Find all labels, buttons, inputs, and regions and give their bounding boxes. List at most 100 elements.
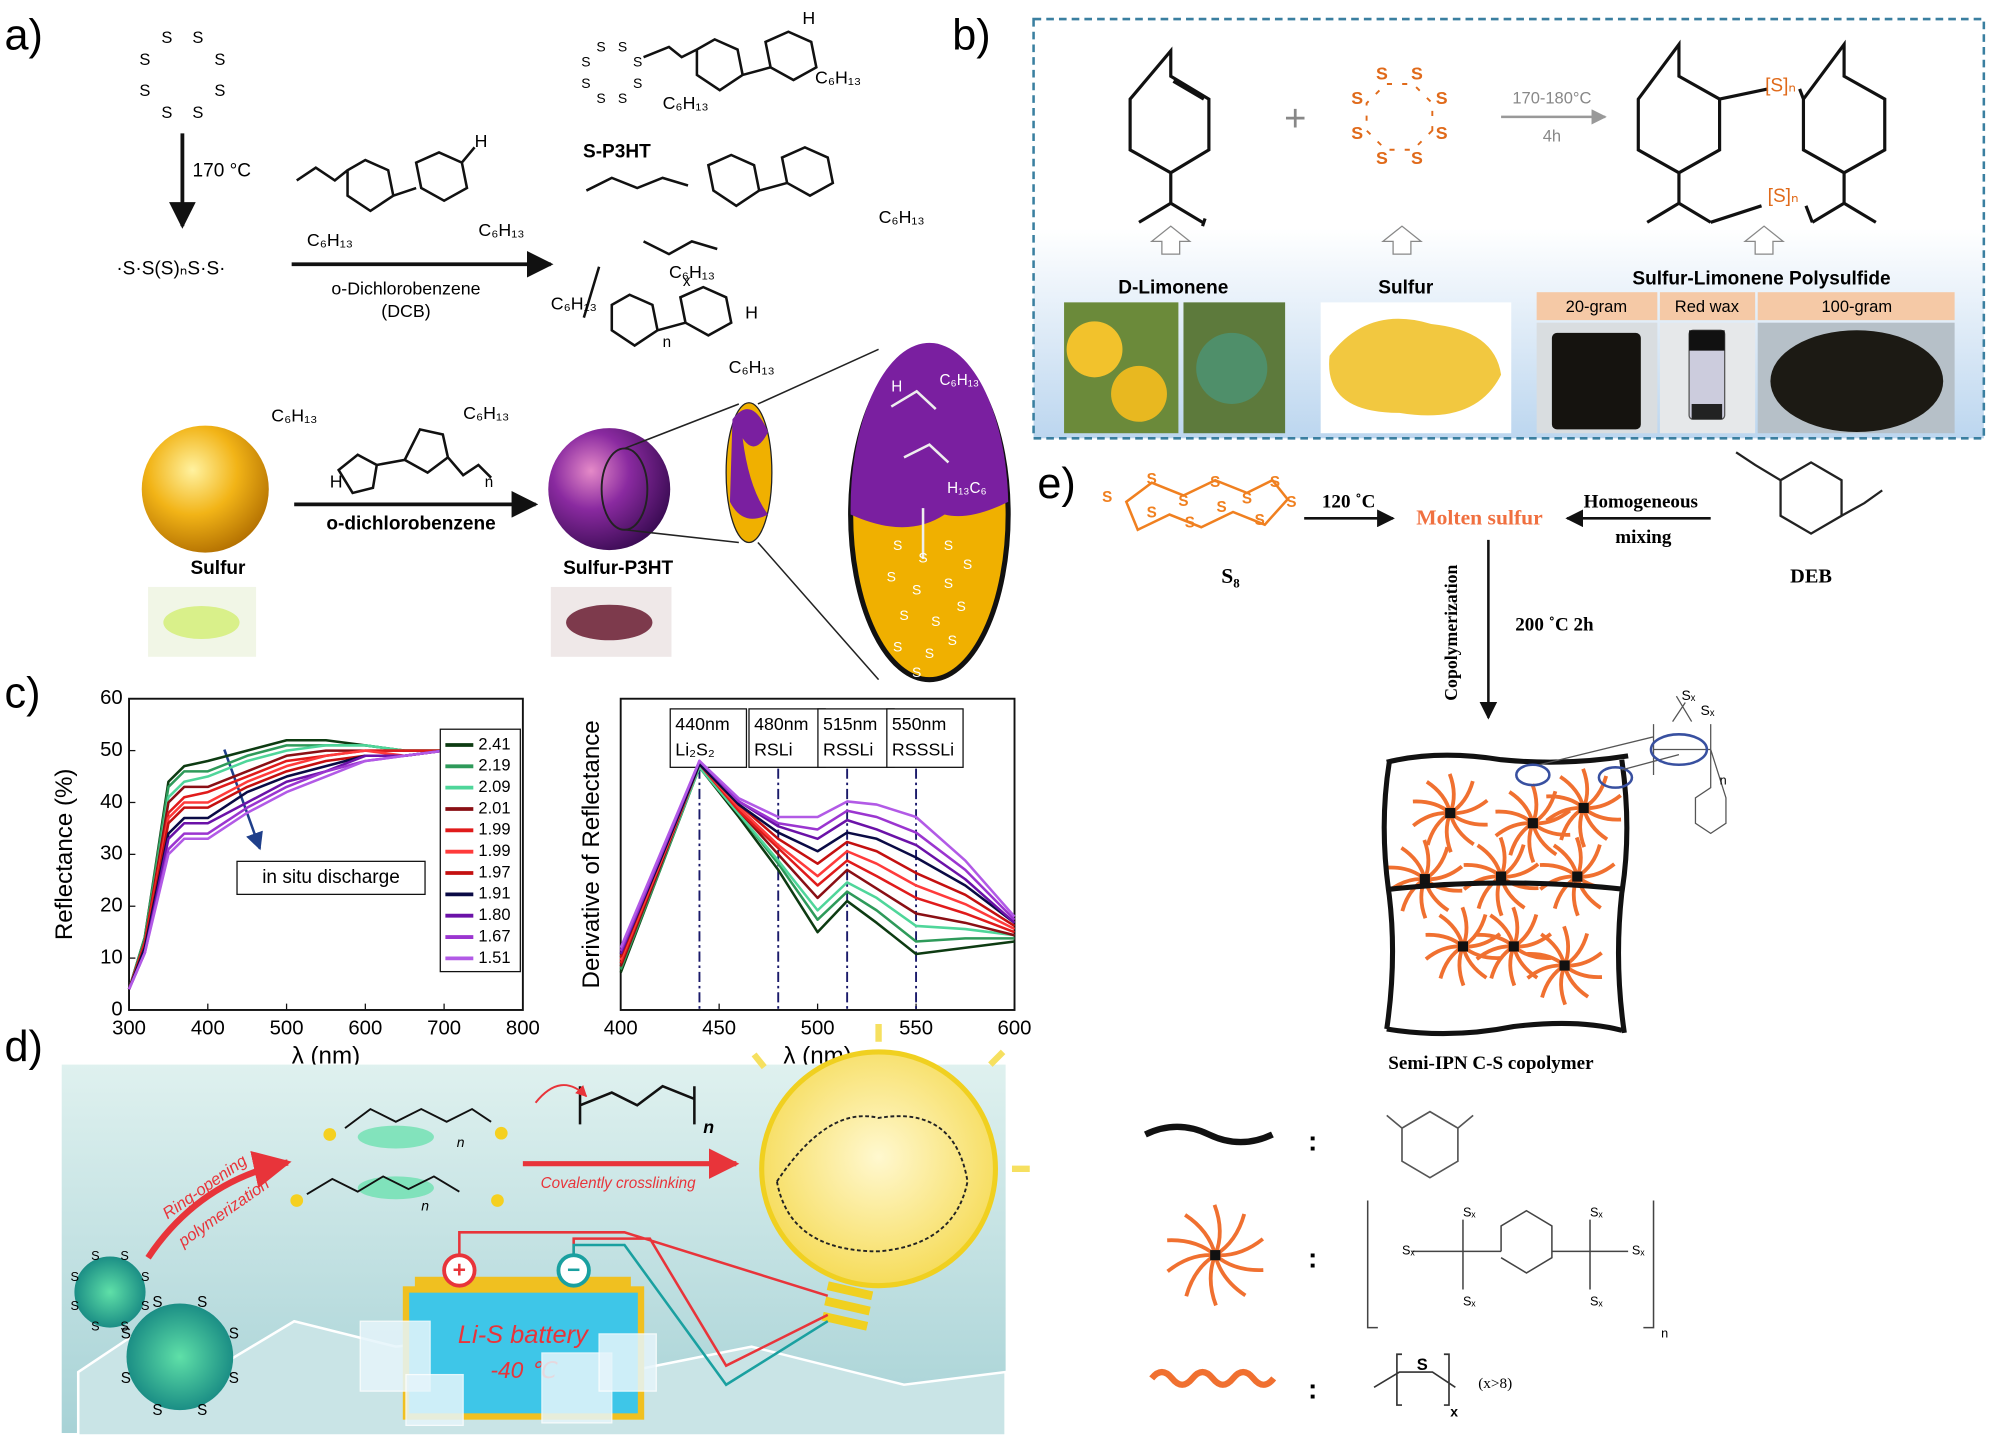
atom: S [899, 607, 908, 623]
up-arrow [1149, 225, 1785, 255]
sample-header [1757, 292, 1955, 321]
legend-label: 1.80 [478, 906, 510, 924]
series-line [619, 765, 1015, 967]
condition: 4h [1543, 128, 1561, 146]
index: x [683, 273, 691, 290]
atom: Sₓ [1463, 1206, 1476, 1220]
atom: S [1411, 63, 1423, 83]
index: x [1450, 1403, 1458, 1419]
sulfur-chain: [S]ₙ [1765, 75, 1796, 96]
atom: S [581, 54, 590, 70]
label: Sulfur-Limonene Polysulfide [1632, 269, 1890, 290]
arm [1212, 1204, 1222, 1256]
x-tick-label: 800 [506, 1017, 540, 1039]
atom: S [120, 1320, 128, 1334]
blob [357, 1125, 434, 1149]
annotation: RSSSLi [892, 740, 954, 760]
atom: S [956, 598, 965, 614]
solvent: (DCB) [381, 301, 430, 321]
atom: S [1178, 493, 1188, 510]
atom: S [581, 75, 590, 91]
sample-label: 100-gram [1821, 298, 1892, 316]
crosslink [1445, 807, 1456, 819]
zoom-lines [624, 348, 880, 681]
panel-label: c) [5, 670, 41, 718]
atom: S [1351, 123, 1363, 143]
wax [1691, 403, 1723, 420]
atom: S [121, 1370, 131, 1387]
ice-cube [598, 1333, 657, 1392]
atom: S [944, 575, 953, 591]
highlight [1597, 766, 1634, 789]
x-tick-label: 450 [702, 1017, 736, 1039]
atom: S [161, 104, 172, 122]
atom: S [1376, 148, 1388, 168]
legend-label: 1.91 [478, 885, 510, 903]
arrow [145, 1150, 292, 1260]
atom: S [229, 1325, 239, 1342]
arm [1508, 945, 1517, 987]
atom: H [745, 302, 758, 322]
structure [336, 427, 493, 495]
series-line [619, 759, 1016, 952]
product-name: S-P3HT [583, 141, 651, 162]
condition: mixing [1615, 527, 1672, 548]
atom: H [802, 8, 815, 28]
intermediate: Molten sulfur [1416, 506, 1543, 530]
legend-label: 1.51 [478, 949, 510, 967]
atom: S [633, 54, 642, 70]
atom: S [948, 632, 957, 648]
sulfur-sphere [141, 425, 269, 553]
terminal [442, 1253, 477, 1288]
atom: S [197, 1294, 207, 1311]
atom: S [596, 39, 605, 55]
operator: + [1284, 98, 1306, 140]
atom: Sₓ [1463, 1295, 1476, 1309]
lemon [1066, 321, 1123, 378]
crosslink [1508, 941, 1519, 952]
arm [1457, 945, 1466, 987]
atom: S [1210, 474, 1220, 491]
atom: H [891, 379, 902, 396]
legend-label: 2.01 [478, 799, 510, 817]
annotation: in situ discharge [262, 867, 400, 888]
y-tick-label: 50 [100, 739, 123, 761]
arm [1166, 1253, 1216, 1273]
ice-cube [405, 1373, 464, 1427]
legend-label: 2.19 [478, 757, 510, 775]
index: n [703, 1117, 714, 1137]
sample-header [1659, 292, 1756, 321]
annotation: 440nm [675, 714, 729, 734]
sulfur-ring [126, 1303, 234, 1411]
structure [582, 145, 835, 348]
terminal [556, 1253, 591, 1288]
x-tick-label: 600 [998, 1017, 1032, 1039]
sample-header [1536, 292, 1658, 321]
radical [491, 1194, 504, 1207]
atom: S [121, 1325, 131, 1342]
flask [1770, 330, 1944, 432]
arm [1581, 768, 1590, 809]
s8-ring [1124, 478, 1290, 532]
panel-label: d) [5, 1023, 43, 1071]
x-tick-label: 500 [801, 1017, 835, 1039]
index: n [457, 1134, 465, 1150]
atom: S [887, 569, 896, 585]
atom: S [1242, 490, 1252, 507]
x-tick-label: 600 [348, 1017, 382, 1039]
series-line [619, 759, 1016, 955]
arm [1559, 964, 1567, 1006]
atom: S [1185, 514, 1195, 531]
label: Sulfur-P3HT [563, 558, 673, 579]
annotation: 515nm [823, 714, 877, 734]
crosslink [1578, 802, 1589, 814]
x-tick-label: 500 [270, 1017, 304, 1039]
atom: S [1147, 504, 1157, 521]
product-label: Semi-IPN C-S copolymer [1388, 1053, 1594, 1074]
index: n [485, 474, 493, 491]
arm [1571, 875, 1580, 917]
legend-label: 1.67 [478, 927, 510, 945]
